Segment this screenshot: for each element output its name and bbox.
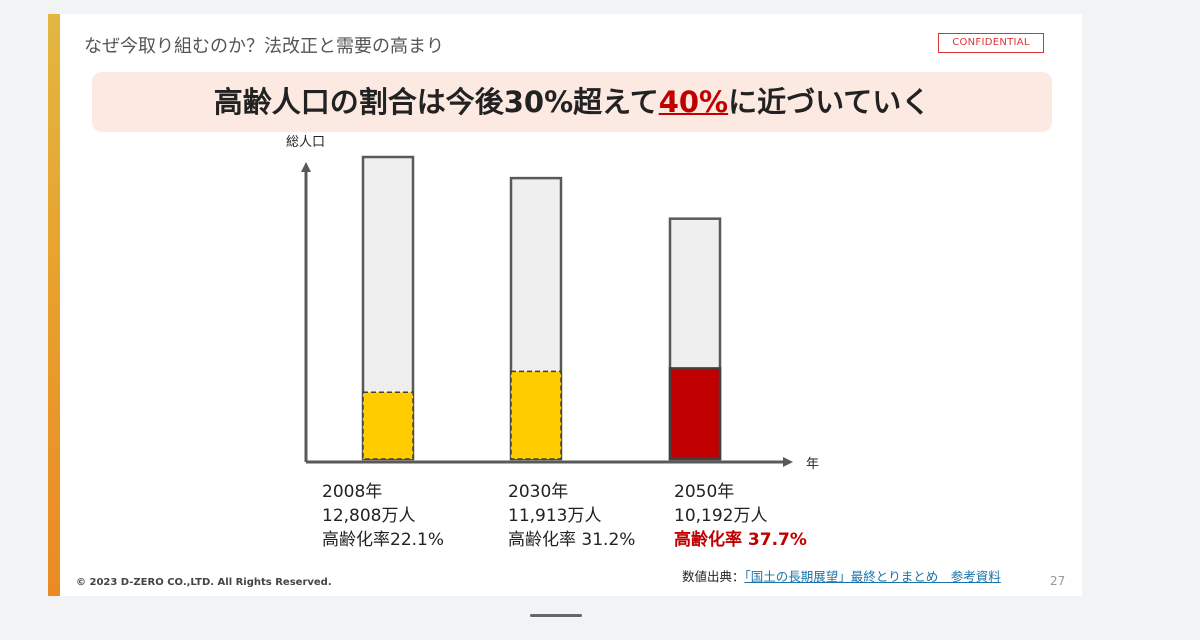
y-axis-label: 総人口 <box>286 135 325 150</box>
stat-year: 2030年 <box>508 482 569 502</box>
accent-stripe <box>48 14 60 596</box>
source-link[interactable]: 「国土の長期展望」最終とりまとめ 参考資料 <box>744 569 1001 584</box>
stat-total: 11,913万人 <box>508 506 602 526</box>
slide-title: なぜ今取り組むのか？法改正と需要の高まり <box>84 36 444 57</box>
headline-text-end: に近づいていく <box>728 85 931 119</box>
bar-elderly-2050年 <box>668 367 722 461</box>
source-note: 数値出典：「国土の長期展望」最終とりまとめ 参考資料 <box>682 566 1001 585</box>
headline-text: 高齢人口の割合は今後30%超えて <box>213 85 659 119</box>
stat-rate: 高齢化率22.1% <box>322 530 445 550</box>
copyright: © 2023 D-ZERO CO.,LTD. All Rights Reserv… <box>76 577 332 588</box>
bar-elderly-2008年 <box>362 391 414 460</box>
slide: なぜ今取り組むのか？法改正と需要の高まり CONFIDENTIAL 高齢人口の割… <box>48 14 1082 596</box>
source-label: 数値出典： <box>682 569 745 584</box>
stats-2008: 2008年 12,808万人 高齢化率22.1% <box>322 480 444 552</box>
bar-elderly-2030年 <box>510 370 562 460</box>
headline-highlight: 40% <box>658 85 729 119</box>
stats-2030: 2030年 11,913万人 高齢化率 31.2% <box>508 480 635 552</box>
stat-rate: 高齢化率 31.2% <box>508 530 636 550</box>
stat-total: 12,808万人 <box>322 506 416 526</box>
page-number: 27 <box>1050 574 1066 588</box>
confidential-badge: CONFIDENTIAL <box>938 33 1044 53</box>
stat-year: 2050年 <box>674 482 735 502</box>
headline-banner: 高齢人口の割合は今後30%超えて40%に近づいていく <box>92 72 1052 132</box>
stat-year: 2008年 <box>322 482 383 502</box>
x-axis-label: 年 <box>806 457 819 472</box>
stat-total: 10,192万人 <box>674 506 768 526</box>
stat-rate-highlight: 高齢化率 37.7% <box>674 530 807 550</box>
bar-group <box>361 155 722 461</box>
population-chart: 総人口 年 <box>286 135 819 472</box>
stats-2050: 2050年 10,192万人 高齢化率 37.7% <box>674 480 807 552</box>
scroll-handle[interactable] <box>530 614 582 617</box>
